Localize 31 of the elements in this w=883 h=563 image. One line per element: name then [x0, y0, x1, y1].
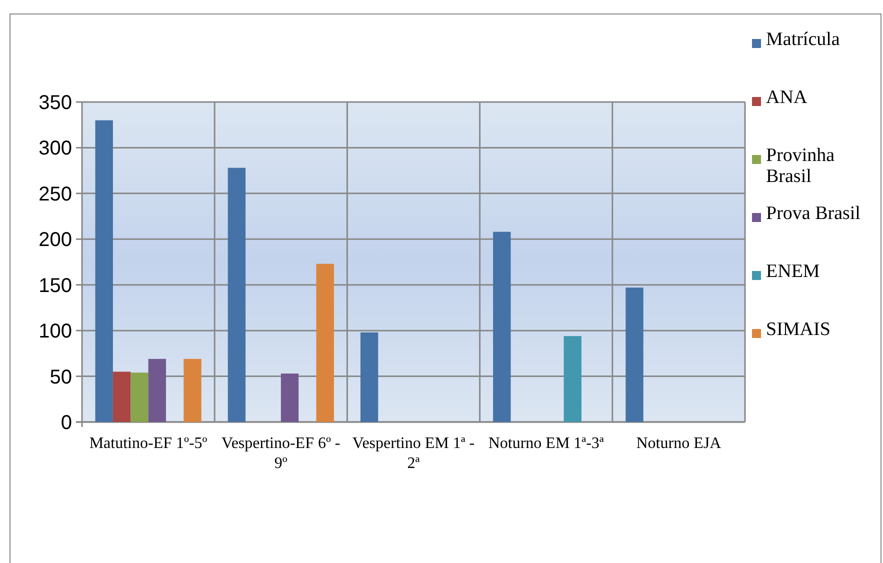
bar: [95, 120, 113, 422]
y-tick-label: 100: [38, 320, 72, 343]
bar: [184, 358, 202, 422]
bar: [148, 358, 166, 422]
legend-label: Prova Brasil: [766, 203, 860, 224]
y-tick-label: 300: [38, 138, 72, 160]
y-tick-label: 200: [38, 229, 72, 252]
y-tick-label: 350: [38, 92, 72, 114]
legend-label: Matrícula: [766, 29, 840, 50]
bar: [112, 372, 131, 422]
y-tick-label: 50: [50, 366, 72, 388]
x-tick-label: Vespertino EM 1ª - 2ª: [352, 435, 475, 472]
bar: [316, 264, 334, 422]
legend-label: ENEM: [766, 261, 820, 282]
x-tick-label: Vespertino-EF 6º - 9º: [222, 435, 340, 472]
bar: [360, 332, 378, 422]
x-tick-label: Matutino-EF 1º-5º: [89, 435, 208, 452]
bar: [564, 336, 582, 422]
x-tick-label: Noturno EJA: [636, 435, 722, 452]
legend-label: SIMAIS: [766, 319, 830, 340]
bar: [493, 232, 511, 422]
x-tick-label: Noturno EM 1ª-3ª: [488, 435, 604, 452]
y-tick-label: 250: [38, 183, 72, 206]
legend-label: Provinha Brasil: [766, 145, 836, 187]
bar: [228, 168, 246, 422]
bar: [280, 374, 299, 422]
y-tick-label: 0: [60, 412, 72, 434]
bar: [626, 288, 644, 422]
y-tick-label: 150: [38, 274, 72, 297]
legend-label: ANA: [766, 87, 808, 108]
bar: [130, 372, 148, 422]
